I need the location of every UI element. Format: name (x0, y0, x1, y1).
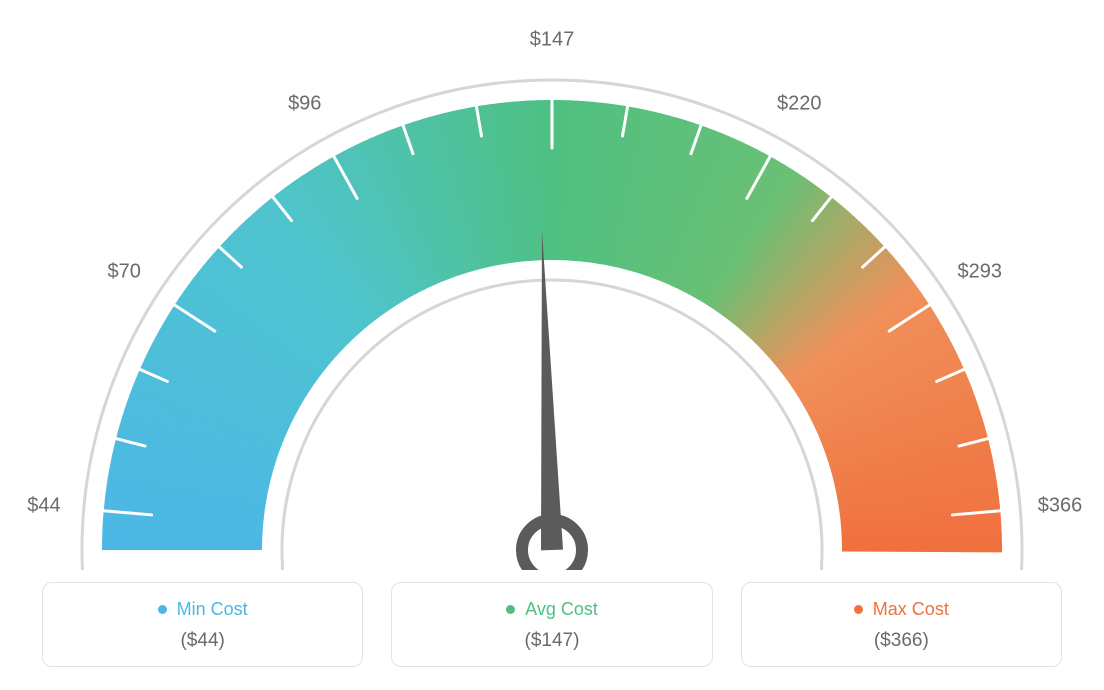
legend-title-avg: Avg Cost (506, 599, 598, 620)
legend-value-max: ($366) (752, 630, 1051, 652)
legend-card-max: Max Cost ($366) (741, 582, 1062, 667)
gauge-tick-label: $96 (288, 92, 321, 115)
gauge-tick-label: $220 (777, 92, 822, 115)
legend-title-text: Max Cost (873, 599, 949, 620)
dot-icon (854, 605, 863, 614)
legend-title-min: Min Cost (158, 599, 248, 620)
legend-card-avg: Avg Cost ($147) (391, 582, 712, 667)
dot-icon (506, 605, 515, 614)
legend-card-min: Min Cost ($44) (42, 582, 363, 667)
gauge-tick-label: $70 (108, 261, 141, 284)
gauge-tick-label: $293 (958, 261, 1003, 284)
gauge-svg (0, 10, 1104, 570)
legend-title-max: Max Cost (854, 599, 949, 620)
legend-title-text: Min Cost (177, 599, 248, 620)
legend-value-min: ($44) (53, 630, 352, 652)
gauge-tick-label: $147 (530, 29, 575, 52)
dot-icon (158, 605, 167, 614)
legend-title-text: Avg Cost (525, 599, 598, 620)
gauge-tick-label: $366 (1038, 494, 1083, 517)
gauge-tick-label: $44 (27, 494, 60, 517)
gauge-container: $44 $70 $96 $147 $220 $293 $366 (0, 10, 1104, 570)
legend-row: Min Cost ($44) Avg Cost ($147) Max Cost … (42, 582, 1062, 667)
legend-value-avg: ($147) (402, 630, 701, 652)
